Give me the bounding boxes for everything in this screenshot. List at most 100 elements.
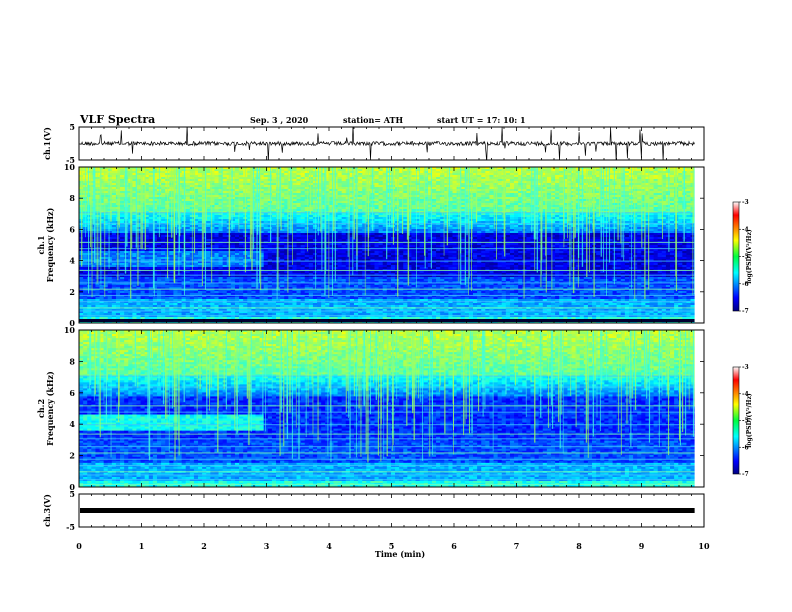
p-spec1-cell [292, 185, 297, 188]
p-spec1-cell [514, 223, 519, 226]
p-spec1-cell [329, 227, 334, 230]
p-spec1-cell [329, 187, 334, 190]
p-spec1-cell [657, 225, 663, 228]
p-spec1-cell [460, 175, 466, 178]
p-spec1-cell [136, 229, 141, 232]
p-spec1-cell [641, 221, 646, 224]
p-spec1-cell [99, 201, 105, 204]
p-spec1-cell [493, 189, 499, 192]
p-spec1-cell [452, 223, 457, 226]
p-spec1-cell [665, 171, 671, 174]
p-spec1-cell [292, 197, 297, 200]
p-spec1-cell [218, 217, 224, 220]
p-spec1-cell [427, 167, 433, 170]
p-spec1-cell [616, 195, 622, 198]
p-spec1-cell [423, 227, 429, 230]
p-spec1-cell [382, 171, 388, 174]
p-spec1-cell [341, 185, 347, 188]
p-spec1-cell [628, 215, 634, 218]
p-spec1-cell [444, 167, 449, 170]
p-spec1-cell [140, 169, 146, 172]
p-spec1-cell [485, 171, 490, 174]
p-spec1-cell [670, 173, 675, 176]
p-spec1-cell [214, 211, 219, 214]
p-spec1-cell [411, 209, 416, 212]
p-spec1-cell [206, 195, 211, 198]
p-spec1-cell [559, 205, 564, 208]
p-spec1-cell [337, 215, 343, 218]
p-spec1-cell [234, 225, 240, 228]
p-spec1-cell [403, 187, 408, 190]
p-spec1-cell [514, 227, 519, 230]
p-spec1-cell [349, 193, 355, 196]
p-spec1-cell [620, 207, 626, 210]
p-spec1-cell [583, 189, 589, 192]
p-spec1-cell [349, 185, 355, 188]
p-spec1-cell [271, 167, 277, 170]
p-spec1-cell [280, 193, 285, 196]
p-spec1-cell [452, 197, 457, 200]
p-spec1-cell [337, 217, 343, 220]
p-spec1-cell [185, 209, 191, 212]
p-spec1-cell [419, 185, 425, 188]
p-spec1-cell [185, 187, 191, 190]
p-spec1-cell [358, 169, 363, 172]
p-spec1-cell [99, 213, 105, 216]
p-spec1-cell [431, 213, 437, 216]
p-spec1-cell [321, 213, 326, 216]
p-spec1-cell [637, 189, 642, 192]
p-spec1-cell [427, 199, 433, 202]
p-spec1-cell [148, 229, 154, 232]
p-spec1-cell [148, 199, 154, 202]
p-spec1-cell [661, 173, 667, 176]
p-spec1-cell [152, 221, 158, 224]
p-spec1-cell [563, 197, 568, 200]
p-spec1-cell [563, 171, 568, 174]
p-spec1-cell [193, 197, 199, 200]
p-spec1-cell [185, 195, 191, 198]
p-spec1-cell [111, 167, 117, 170]
p-spec1-cell [653, 227, 659, 230]
p-spec1-cell [423, 217, 429, 220]
p-spec1-cell [329, 229, 334, 232]
p-spec1-cell [530, 169, 535, 172]
p-spec1-cell [555, 205, 560, 208]
p-spec1-cell [427, 227, 433, 230]
p-spec1-cell [624, 195, 630, 198]
p-spec1-cell [657, 167, 663, 170]
p-spec1-cell [111, 229, 117, 232]
p-spec1-cell [436, 205, 441, 208]
p-spec1-cell [132, 205, 137, 208]
p-spec1-cell [259, 231, 265, 234]
p-spec1-cell [518, 205, 523, 208]
p-spec1-cell [185, 177, 191, 180]
p-spec1-cell [493, 197, 499, 200]
p-spec1-cell [358, 205, 363, 208]
p-spec1-cell [300, 177, 306, 180]
p-spec1-cell [678, 209, 683, 212]
p-spec1-cell [325, 201, 330, 204]
p-spec1-cell [247, 195, 252, 198]
p-spec1-cell [214, 177, 219, 180]
p-spec1-cell [292, 195, 297, 198]
p-spec1-cell [206, 173, 211, 176]
p-spec1-cell [563, 173, 568, 176]
p-spec1-cell [637, 227, 642, 230]
p-spec1-cell [427, 191, 433, 194]
p-spec1-cell [382, 169, 388, 172]
p-spec1-cell [152, 173, 158, 176]
p-spec1-cell [559, 195, 564, 198]
p-spec1-cell [218, 207, 224, 210]
p-spec1-cell [103, 227, 109, 230]
p-spec1-cell [596, 223, 601, 226]
p-spec1-cell [136, 215, 141, 218]
p-spec1-cell [436, 223, 441, 226]
p-spec1-cell [107, 183, 113, 186]
p-spec1-cell [91, 227, 96, 230]
p-spec1-cell [431, 215, 437, 218]
p-spec1-cell [403, 185, 408, 188]
p-spec1-cell [575, 205, 581, 208]
p-spec1-cell [292, 205, 297, 208]
p-spec1-cell [616, 177, 622, 180]
p-spec1-cell [325, 179, 330, 182]
